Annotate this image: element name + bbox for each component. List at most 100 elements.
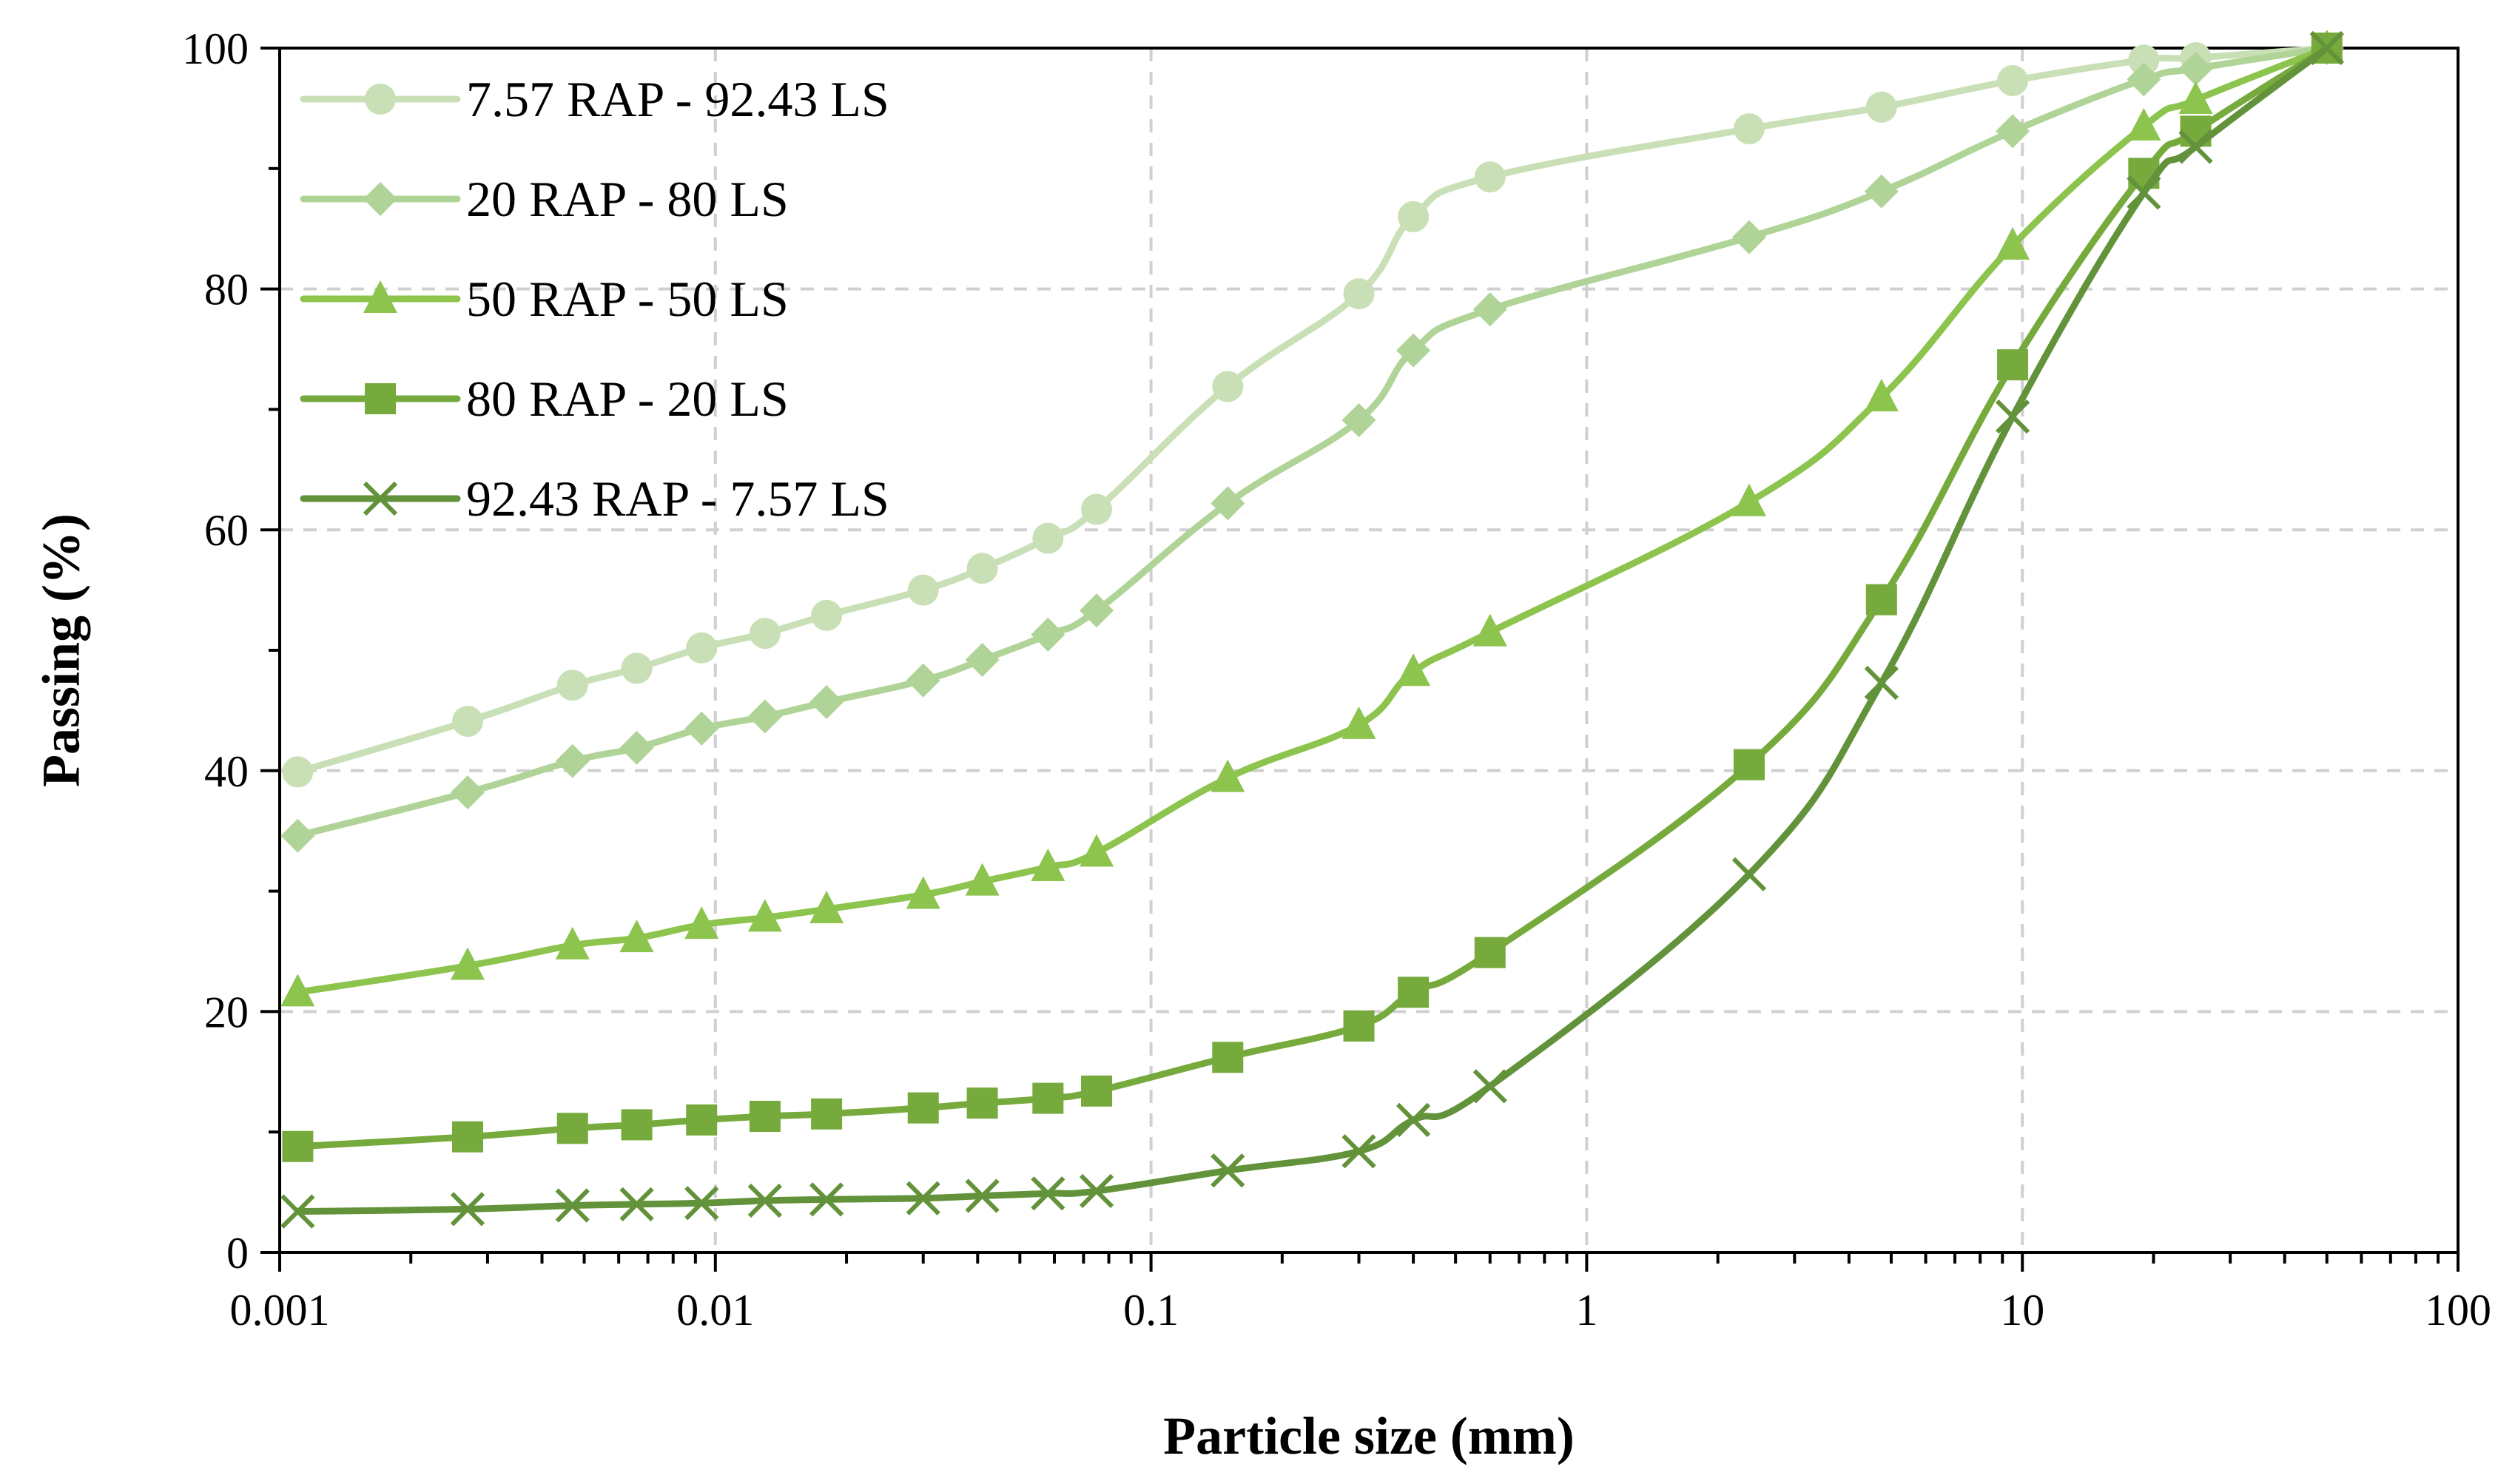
data-point (2178, 81, 2213, 115)
data-point (1081, 1075, 1113, 1107)
y-tick-label: 80 (204, 266, 249, 314)
data-point (749, 618, 781, 650)
data-point (1731, 483, 1766, 516)
legend-label: 20 RAP - 80 LS (466, 171, 789, 227)
y-tick-label: 20 (204, 988, 249, 1036)
data-point (280, 1194, 315, 1229)
data-point (965, 643, 1000, 678)
data-point (966, 1087, 998, 1119)
data-point (1211, 759, 1245, 792)
data-point (747, 1183, 783, 1218)
data-point (1472, 292, 1507, 327)
data-point (1081, 493, 1113, 525)
data-point (619, 1187, 654, 1222)
legend-label: 7.57 RAP - 92.43 LS (466, 71, 889, 127)
x-tick-label: 1 (1575, 1286, 1597, 1335)
y-axis-title: Passing (%) (32, 513, 91, 787)
data-point (1398, 200, 1430, 232)
data-point (1864, 665, 1899, 701)
data-point (749, 1101, 781, 1133)
data-point (1212, 1042, 1244, 1073)
legend-marker (365, 383, 396, 414)
data-point (907, 574, 939, 606)
data-point (1080, 593, 1114, 628)
data-point (2128, 44, 2160, 76)
y-tick-label: 60 (204, 506, 249, 555)
legend-marker (363, 481, 398, 516)
x-tick-label: 0.1 (1123, 1286, 1179, 1335)
data-point (555, 926, 590, 959)
data-point (1032, 1082, 1064, 1114)
data-point (556, 670, 588, 701)
legend-item: 92.43 RAP - 7.57 LS (300, 471, 889, 527)
series-3 (280, 30, 2344, 1007)
data-point (1396, 653, 1431, 687)
series-2 (280, 31, 2344, 853)
data-point (1211, 486, 1245, 521)
data-point (1997, 349, 2029, 381)
data-point (1031, 1176, 1065, 1211)
legend-item: 7.57 RAP - 92.43 LS (300, 71, 889, 127)
data-point (451, 706, 483, 738)
y-tick-label: 0 (226, 1229, 249, 1278)
data-point (1032, 522, 1064, 554)
data-point (282, 756, 314, 788)
data-point (684, 711, 719, 746)
series-5 (280, 30, 2344, 1229)
data-point (1212, 371, 1244, 402)
data-point (451, 1121, 483, 1153)
data-point (686, 632, 718, 664)
legend: 7.57 RAP - 92.43 LS 20 RAP - 80 LS 50 RAP … (300, 71, 889, 527)
data-point (2127, 175, 2161, 210)
data-point (1733, 113, 1765, 145)
data-point (2127, 107, 2161, 141)
legend-item: 50 RAP - 50 LS (300, 271, 789, 327)
data-point (906, 876, 940, 909)
data-point (1395, 1102, 1431, 1138)
data-point (450, 1192, 485, 1227)
legend-label: 50 RAP - 50 LS (466, 271, 789, 327)
data-point (621, 652, 653, 684)
data-point (1997, 64, 2029, 96)
data-point (2178, 51, 2213, 86)
data-point (1733, 749, 1765, 780)
data-point (2127, 62, 2161, 97)
series-line (294, 44, 2331, 1215)
data-point (965, 1178, 1000, 1213)
data-point (906, 663, 940, 698)
data-point (621, 1109, 653, 1141)
plot-frame (278, 47, 2460, 1254)
data-point (555, 743, 590, 778)
legend-marker (365, 84, 396, 115)
data-point (1995, 399, 2030, 434)
data-point (1343, 278, 1375, 310)
legend-item: 20 RAP - 80 LS (300, 171, 789, 227)
data-point (282, 1130, 314, 1162)
data-point (450, 947, 485, 980)
series-1 (282, 33, 2343, 788)
data-point (809, 685, 844, 720)
data-point (1474, 937, 1506, 968)
data-point (1341, 1134, 1376, 1169)
data-point (809, 891, 844, 924)
data-point (1996, 114, 2030, 149)
x-axis-title: Particle size (mm) (1163, 1406, 1575, 1466)
data-point (1211, 1153, 1245, 1188)
data-point (1398, 977, 1430, 1008)
series-group (280, 30, 2344, 1229)
x-tick-label: 10 (2000, 1286, 2044, 1335)
x-tick-label: 100 (2425, 1286, 2491, 1335)
data-point (907, 1092, 939, 1124)
legend-marker (363, 182, 397, 216)
data-point (1080, 834, 1114, 867)
data-point (619, 920, 654, 953)
data-point (809, 1182, 844, 1217)
data-point (1996, 226, 2030, 260)
x-tick-label: 0.001 (230, 1286, 330, 1335)
data-point (280, 818, 315, 853)
data-point (811, 1098, 843, 1130)
data-point (2178, 129, 2213, 164)
data-point (556, 1113, 588, 1144)
data-point (1079, 1173, 1114, 1209)
